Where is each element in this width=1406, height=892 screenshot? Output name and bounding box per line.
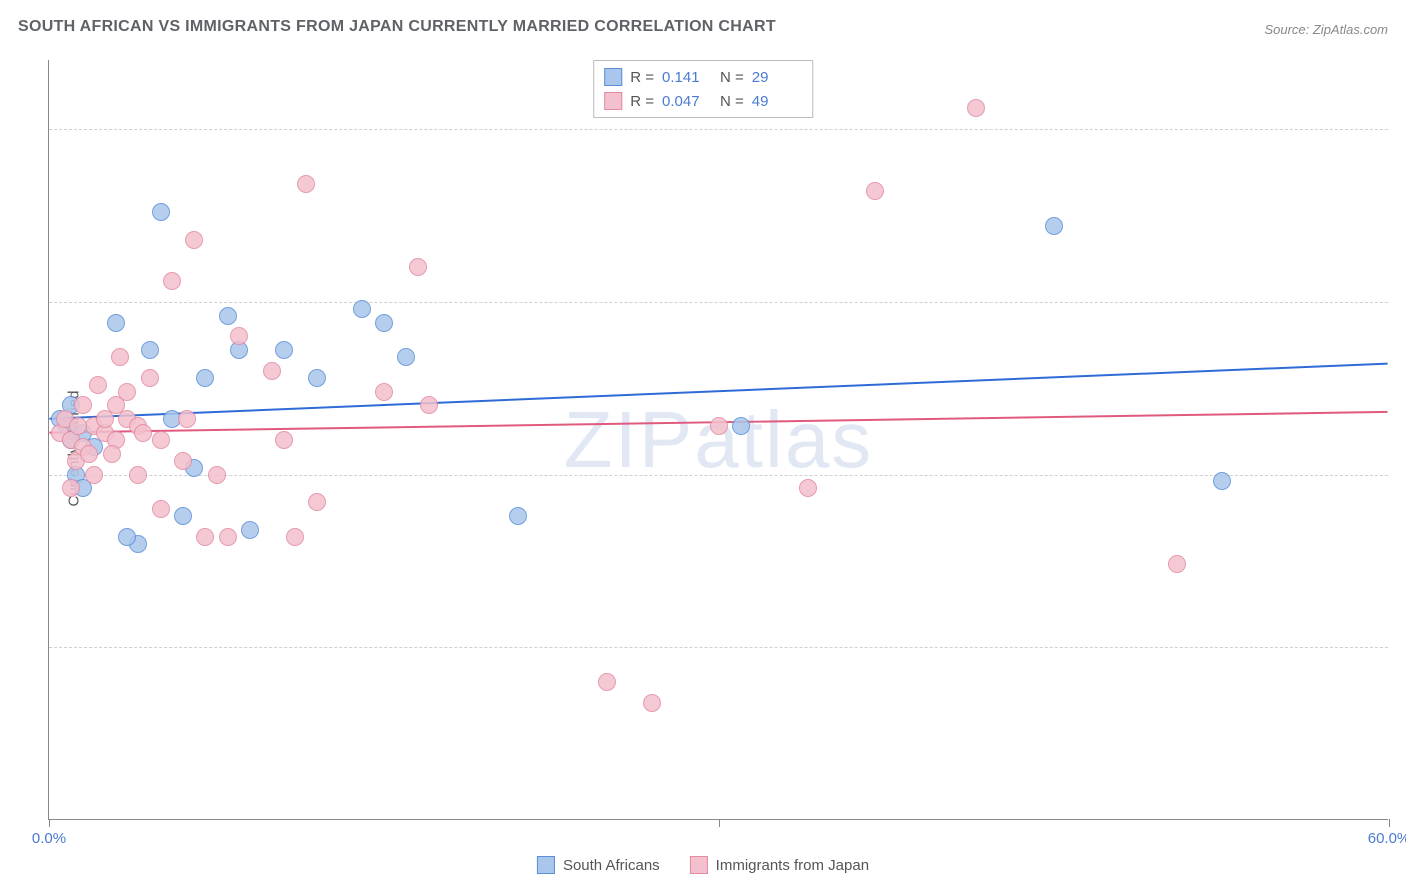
- scatter-point: [152, 431, 170, 449]
- scatter-point: [1213, 472, 1231, 490]
- scatter-point: [141, 369, 159, 387]
- scatter-point: [178, 410, 196, 428]
- scatter-point: [74, 396, 92, 414]
- scatter-point: [89, 376, 107, 394]
- scatter-point: [111, 348, 129, 366]
- legend-stat-row: R = 0.141 N = 29: [604, 65, 802, 89]
- scatter-point: [163, 272, 181, 290]
- scatter-point: [174, 452, 192, 470]
- scatter-point: [409, 258, 427, 276]
- scatter-point: [375, 383, 393, 401]
- watermark: ZIPatlas: [564, 394, 873, 486]
- trend-line: [49, 364, 1387, 419]
- scatter-point: [263, 362, 281, 380]
- scatter-point: [152, 203, 170, 221]
- gridline: [49, 302, 1388, 303]
- r-value: 0.141: [662, 69, 712, 86]
- scatter-point: [509, 507, 527, 525]
- scatter-point: [134, 424, 152, 442]
- scatter-point: [1045, 217, 1063, 235]
- r-value: 0.047: [662, 93, 712, 110]
- scatter-point: [375, 314, 393, 332]
- scatter-point: [732, 417, 750, 435]
- scatter-point: [710, 417, 728, 435]
- scatter-point: [219, 307, 237, 325]
- scatter-point: [69, 417, 87, 435]
- x-tick-label: 0.0%: [32, 830, 66, 847]
- scatter-point: [103, 445, 121, 463]
- r-label: R =: [630, 69, 654, 86]
- y-tick-label: 50.0%: [1398, 466, 1406, 483]
- y-tick-label: 100.0%: [1398, 121, 1406, 138]
- legend-item: Immigrants from Japan: [690, 856, 869, 874]
- plot-area: ZIPatlas 25.0%50.0%75.0%100.0%0.0%60.0%: [48, 60, 1388, 820]
- scatter-point: [152, 500, 170, 518]
- scatter-point: [643, 694, 661, 712]
- trend-lines: [49, 60, 1388, 819]
- scatter-point: [141, 341, 159, 359]
- legend-item: South Africans: [537, 856, 660, 874]
- scatter-point: [107, 314, 125, 332]
- x-tick: [719, 819, 720, 827]
- scatter-point: [420, 396, 438, 414]
- scatter-point: [353, 300, 371, 318]
- scatter-point: [174, 507, 192, 525]
- scatter-point: [598, 673, 616, 691]
- scatter-point: [967, 99, 985, 117]
- scatter-point: [118, 383, 136, 401]
- scatter-point: [275, 341, 293, 359]
- scatter-point: [196, 369, 214, 387]
- legend-stats: R = 0.141 N = 29 R = 0.047 N = 49: [593, 60, 813, 118]
- scatter-point: [1168, 555, 1186, 573]
- r-label: R =: [630, 93, 654, 110]
- legend-swatch: [604, 92, 622, 110]
- scatter-point: [80, 445, 98, 463]
- legend-swatch: [537, 856, 555, 874]
- scatter-point: [297, 175, 315, 193]
- x-tick-label: 60.0%: [1368, 830, 1406, 847]
- gridline: [49, 129, 1388, 130]
- scatter-point: [118, 528, 136, 546]
- legend-label: South Africans: [563, 857, 660, 874]
- gridline: [49, 647, 1388, 648]
- legend-swatch: [604, 68, 622, 86]
- x-tick: [49, 819, 50, 827]
- source-label: Source: ZipAtlas.com: [1264, 22, 1388, 37]
- scatter-point: [308, 369, 326, 387]
- scatter-point: [275, 431, 293, 449]
- gridline: [49, 475, 1388, 476]
- scatter-point: [62, 479, 80, 497]
- scatter-point: [397, 348, 415, 366]
- chart-title: SOUTH AFRICAN VS IMMIGRANTS FROM JAPAN C…: [18, 18, 776, 36]
- x-tick: [1389, 819, 1390, 827]
- n-label: N =: [720, 69, 744, 86]
- n-label: N =: [720, 93, 744, 110]
- scatter-point: [230, 327, 248, 345]
- y-tick-label: 75.0%: [1398, 293, 1406, 310]
- scatter-point: [185, 231, 203, 249]
- scatter-point: [866, 182, 884, 200]
- legend-swatch: [690, 856, 708, 874]
- scatter-point: [241, 521, 259, 539]
- scatter-point: [219, 528, 237, 546]
- scatter-point: [129, 466, 147, 484]
- y-tick-label: 25.0%: [1398, 639, 1406, 656]
- legend-series: South Africans Immigrants from Japan: [537, 856, 869, 874]
- scatter-point: [85, 466, 103, 484]
- scatter-point: [308, 493, 326, 511]
- scatter-point: [799, 479, 817, 497]
- legend-label: Immigrants from Japan: [716, 857, 869, 874]
- n-value: 29: [752, 69, 802, 86]
- legend-stat-row: R = 0.047 N = 49: [604, 89, 802, 113]
- n-value: 49: [752, 93, 802, 110]
- scatter-point: [208, 466, 226, 484]
- scatter-point: [196, 528, 214, 546]
- scatter-point: [286, 528, 304, 546]
